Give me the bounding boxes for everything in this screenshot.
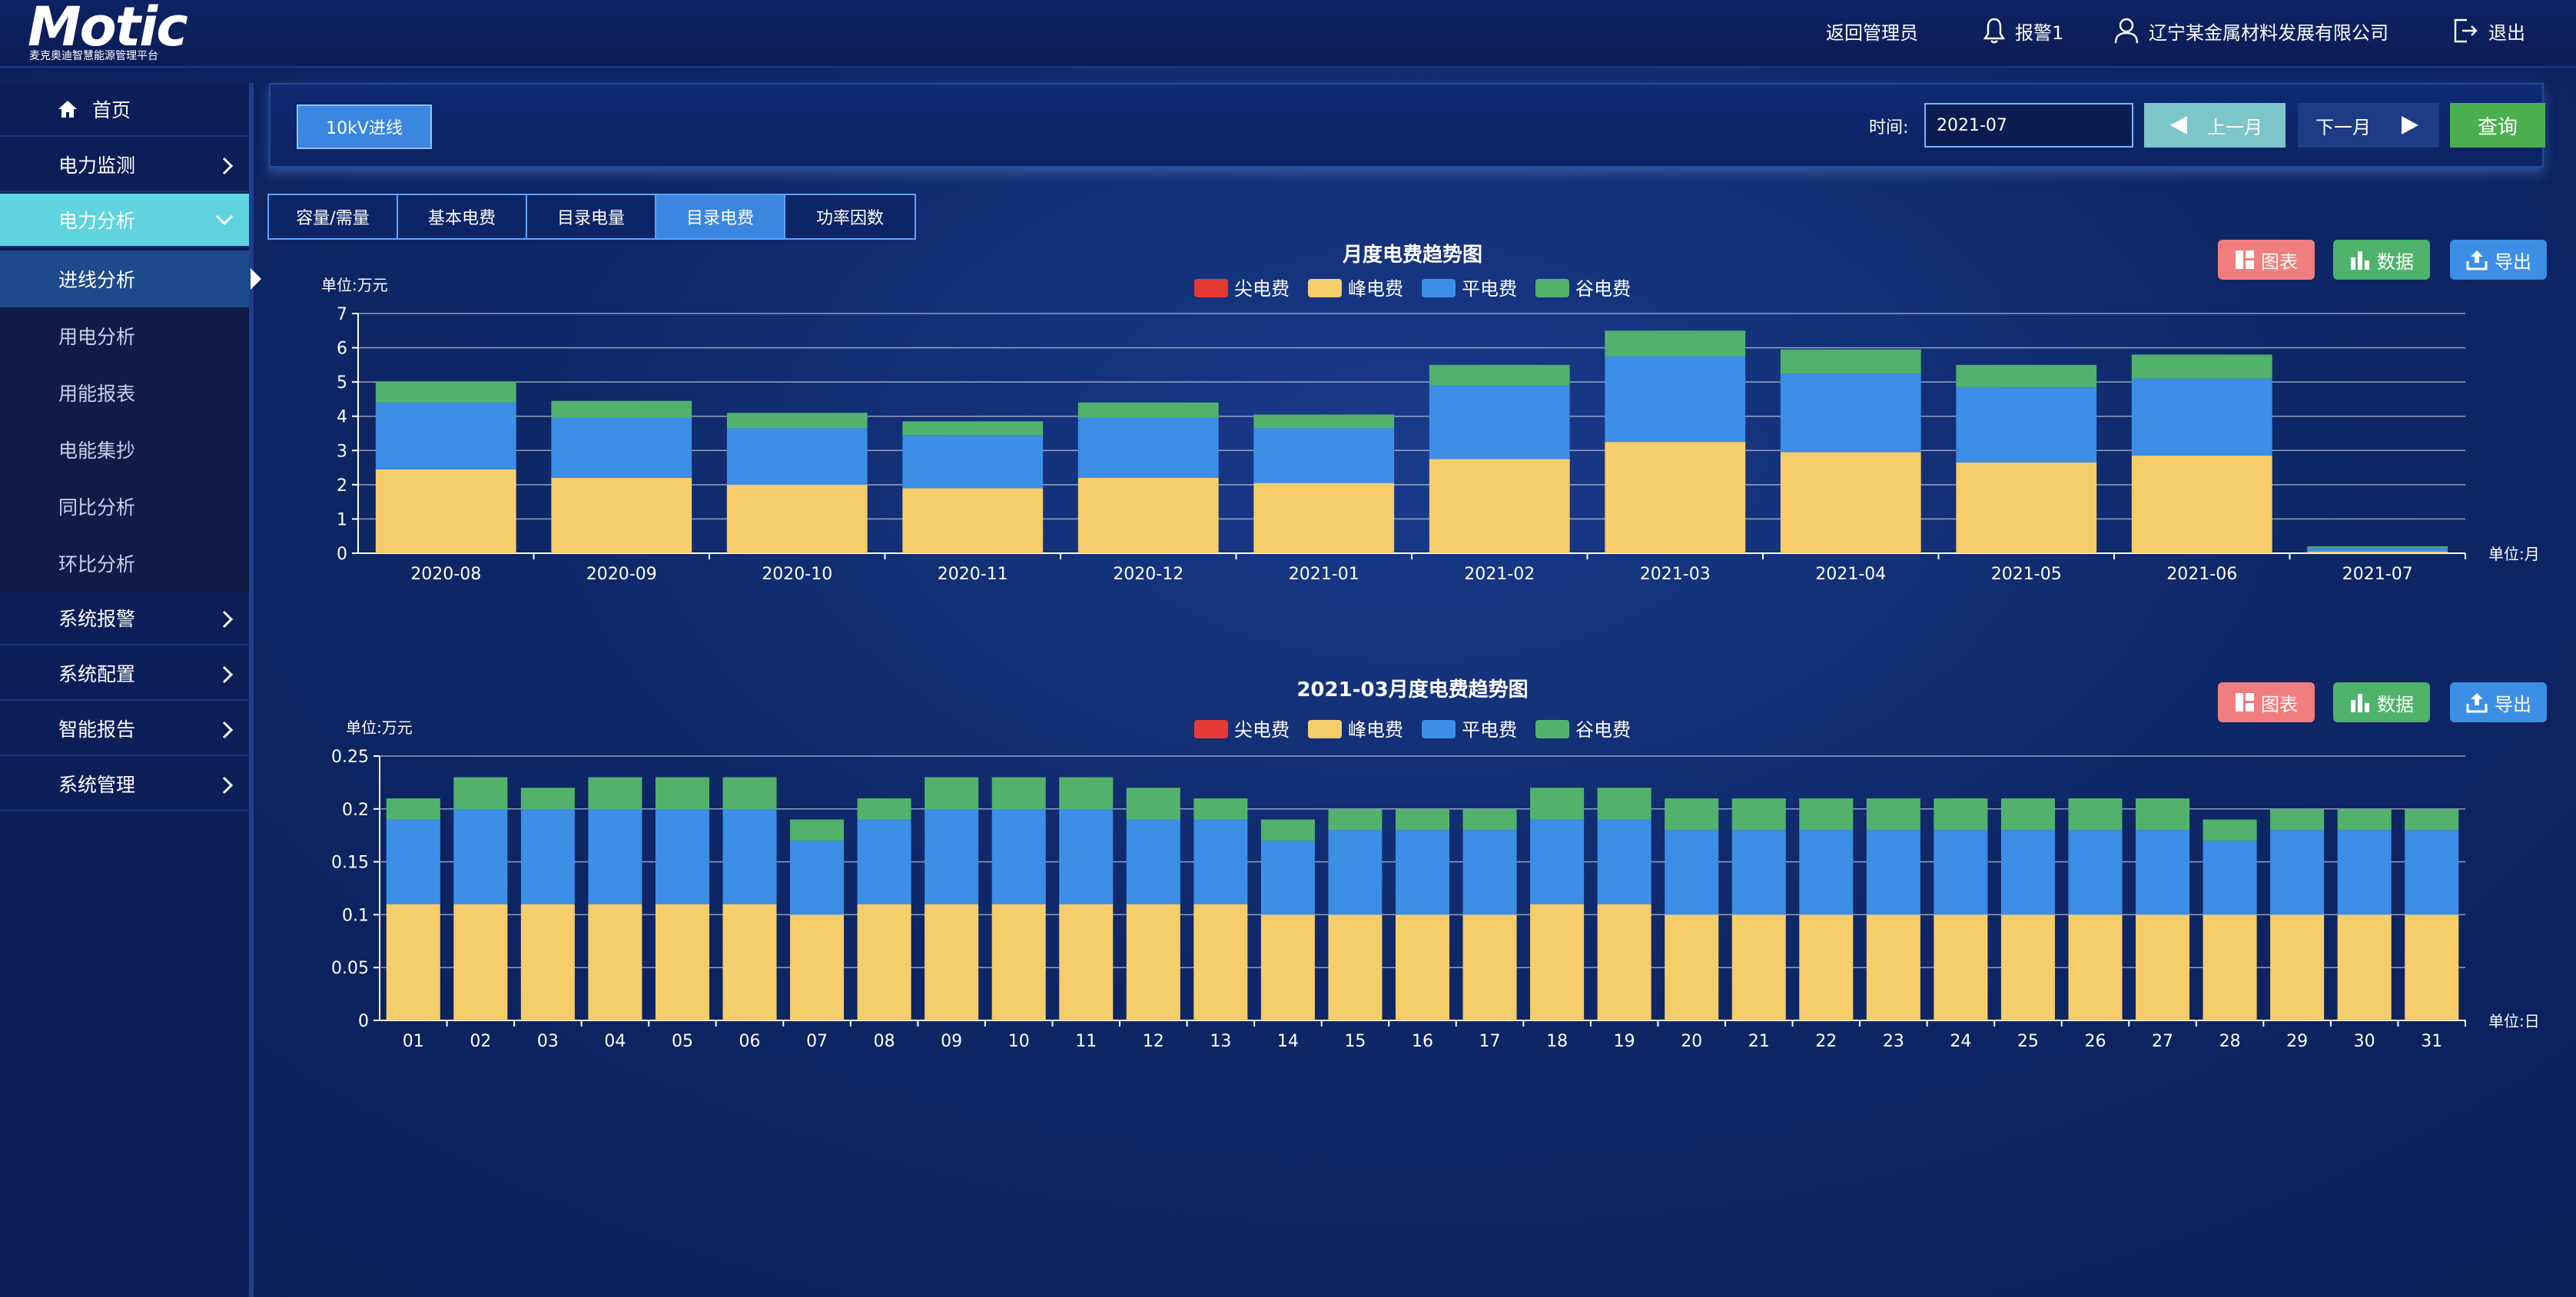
sidebar-subitem-meter-reading[interactable]: 电能集抄 — [0, 421, 249, 478]
chevron-right-icon — [222, 665, 234, 684]
tab-power-factor[interactable]: 功率因数 — [785, 195, 915, 238]
sidebar-item-label: 系统报警 — [58, 608, 136, 630]
sidebar-item-label: 系统管理 — [58, 774, 136, 796]
company-name: 辽宁某金属材料发展有限公司 — [2149, 22, 2388, 44]
sidebar-subitem-label: 用电分析 — [58, 326, 136, 348]
data-view-label: 数据 — [2377, 693, 2414, 715]
chevron-right-icon — [222, 721, 234, 739]
active-indicator-arrow — [251, 268, 261, 290]
tab-basic-fee[interactable]: 基本电费 — [398, 195, 527, 238]
sidebar-subitem-label: 用能报表 — [58, 383, 136, 405]
sidebar-item-label: 智能报告 — [58, 718, 136, 741]
sidebar-item-smart-report[interactable]: 智能报告 — [0, 702, 249, 756]
prev-month-button[interactable]: 上一月 — [2144, 103, 2286, 148]
sidebar-item-label: 系统配置 — [58, 663, 136, 685]
export-label: 导出 — [2495, 250, 2531, 273]
sidebar-item-home[interactable]: 首页 — [0, 83, 249, 137]
alarm-label: 报警1 — [2015, 22, 2064, 44]
home-icon — [58, 101, 77, 118]
back-admin-label: 返回管理员 — [1826, 22, 1918, 44]
triangle-left-icon — [2170, 116, 2187, 134]
time-label: 时间: — [1869, 118, 1909, 138]
logout-label: 退出 — [2488, 22, 2525, 44]
sidebar-subitem-mom-analysis[interactable]: 环比分析 — [0, 535, 249, 592]
tab-catalog-energy[interactable]: 目录电量 — [527, 195, 656, 238]
chart-view-button[interactable]: 图表 — [2218, 240, 2315, 280]
export-label: 导出 — [2495, 693, 2531, 715]
chart-view-button-2[interactable]: 图表 — [2218, 682, 2315, 722]
back-admin-link[interactable]: 返回管理员 — [1826, 15, 1918, 46]
tab-catalog-fee[interactable]: 目录电费 — [656, 195, 785, 238]
alarm-link[interactable]: 报警1 — [1983, 15, 2063, 46]
sidebar-item-system-manage[interactable]: 系统管理 — [0, 758, 249, 811]
export-button[interactable]: 导出 — [2450, 240, 2547, 280]
logout-icon — [2454, 18, 2478, 43]
top-header: Motic 麦克奥迪智慧能源管理平台 返回管理员 报警1 辽宁某金属材料发展有限… — [0, 0, 2576, 68]
upload-icon — [2466, 250, 2488, 270]
sidebar-subitem-label: 环比分析 — [58, 553, 136, 576]
month-input[interactable] — [1924, 103, 2133, 148]
data-view-label: 数据 — [2377, 250, 2414, 273]
sidebar-divider — [249, 83, 254, 1297]
upload-icon — [2466, 693, 2488, 713]
next-month-button[interactable]: 下一月 — [2298, 103, 2439, 148]
chevron-right-icon — [222, 610, 234, 629]
user-icon — [2114, 18, 2139, 44]
sidebar-item-power-monitor[interactable]: 电力监测 — [0, 138, 249, 192]
sidebar-subitem-yoy-analysis[interactable]: 同比分析 — [0, 478, 249, 535]
data-view-button[interactable]: 数据 — [2333, 240, 2430, 280]
logout-button[interactable]: 退出 — [2452, 15, 2525, 46]
sidebar-item-label: 电力监测 — [58, 154, 136, 177]
logo-title: Motic — [28, 0, 188, 58]
chart-layout-icon — [2236, 693, 2254, 712]
chevron-right-icon — [222, 157, 234, 175]
sidebar-subitem-line-analysis[interactable]: 进线分析 — [0, 250, 249, 307]
bar-chart-icon — [2351, 251, 2369, 270]
chevron-down-icon — [215, 214, 234, 226]
bar-chart-icon — [2351, 694, 2369, 712]
sidebar-subitem-label: 同比分析 — [58, 496, 136, 519]
sidebar-item-system-config[interactable]: 系统配置 — [0, 647, 249, 701]
line-select-button[interactable]: 10kV进线 — [297, 104, 432, 149]
export-button-2[interactable]: 导出 — [2450, 682, 2547, 722]
sidebar-item-label: 电力分析 — [58, 210, 136, 232]
sidebar-subitem-energy-report[interactable]: 用能报表 — [0, 364, 249, 421]
sidebar-subitem-label: 电能集抄 — [58, 440, 136, 462]
chevron-right-icon — [222, 776, 234, 794]
triangle-right-icon — [2402, 116, 2418, 134]
logo-subtitle: 麦克奥迪智慧能源管理平台 — [29, 50, 158, 62]
chart-layout-icon — [2236, 250, 2254, 269]
prev-month-label: 上一月 — [2207, 116, 2262, 138]
sidebar-item-system-alarm[interactable]: 系统报警 — [0, 592, 249, 645]
sidebar-item-power-analysis[interactable]: 电力分析 — [0, 194, 249, 247]
query-button[interactable]: 查询 — [2450, 103, 2545, 148]
company-link[interactable]: 辽宁某金属材料发展有限公司 — [2113, 15, 2388, 46]
next-month-label: 下一月 — [2315, 116, 2371, 138]
sidebar-subitem-label: 进线分析 — [58, 269, 136, 291]
tab-capacity-demand[interactable]: 容量/需量 — [269, 195, 398, 238]
chart-view-label: 图表 — [2261, 250, 2298, 273]
sidebar-item-label: 首页 — [92, 99, 131, 121]
data-view-button-2[interactable]: 数据 — [2333, 682, 2430, 722]
sidebar-subitem-usage-analysis[interactable]: 用电分析 — [0, 307, 249, 364]
tab-bar: 容量/需量 基本电费 目录电量 目录电费 功率因数 — [267, 194, 916, 240]
bell-icon — [1983, 18, 2006, 44]
chart-view-label: 图表 — [2261, 693, 2298, 715]
